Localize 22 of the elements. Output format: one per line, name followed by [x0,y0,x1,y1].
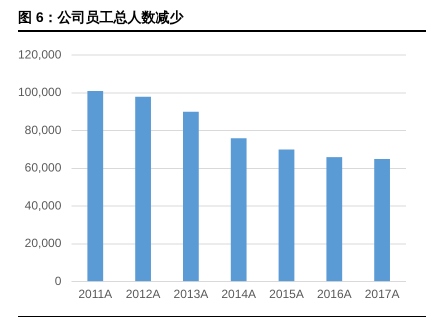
bar [183,112,199,282]
bar [230,138,247,282]
y-tick-label: 40,000 [24,198,62,212]
x-tick-label: 2016A [316,287,352,302]
y-tick-label: 20,000 [24,236,62,250]
bar [135,96,151,282]
bar [374,158,390,282]
x-tick-label: 2011A [78,287,112,302]
bar [326,157,342,282]
bar [278,150,294,282]
x-tick-label: 2013A [174,287,208,302]
chart-title: 图 6：公司员工总人数减少 [17,8,185,27]
y-tick-label: 80,000 [24,122,62,137]
x-tick-label: 2012A [126,287,160,302]
x-tick-label: 2017A [364,287,400,302]
y-tick-label: 120,000 [18,48,62,62]
x-tick-label: 2015A [269,287,304,302]
y-tick-label: 100,000 [18,85,62,100]
y-tick-label: 0 [54,274,62,288]
y-tick-label: 60,000 [24,160,62,175]
bar [87,91,104,282]
x-tick-label: 2014A [221,287,256,302]
